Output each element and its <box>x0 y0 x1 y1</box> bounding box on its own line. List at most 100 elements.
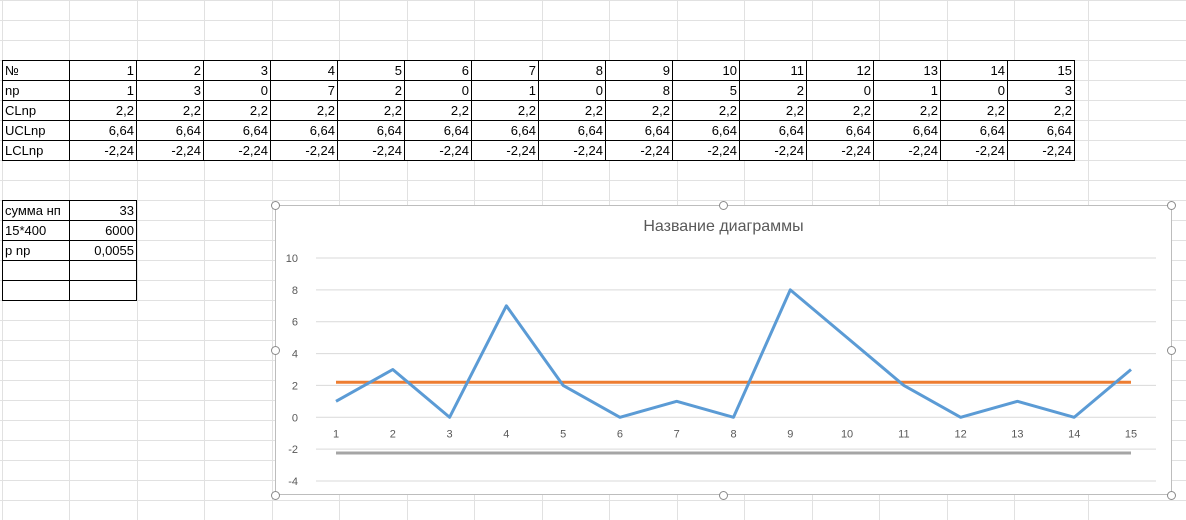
table-cell[interactable]: 0 <box>806 80 874 101</box>
table-cell[interactable]: 2,2 <box>404 100 472 121</box>
table-cell[interactable]: -2,24 <box>739 140 807 161</box>
table-cell[interactable]: 3 <box>1007 80 1075 101</box>
table-cell[interactable]: -2,24 <box>806 140 874 161</box>
chart-object[interactable]: Название диаграммы -4 -2 0 2 4 6 8 10 1 2 3 4 5 6 7 8 9 1… <box>275 205 1172 495</box>
summary-label-cell[interactable]: p np <box>2 240 70 261</box>
summary-value-cell[interactable]: 0,0055 <box>69 240 137 261</box>
row-label-cell[interactable]: np <box>2 80 70 101</box>
table-cell[interactable]: -2,24 <box>1007 140 1075 161</box>
table-cell[interactable]: 2,2 <box>739 100 807 121</box>
table-cell[interactable]: 2,2 <box>337 100 405 121</box>
table-cell[interactable]: 6,64 <box>404 120 472 141</box>
table-cell[interactable]: 0 <box>404 80 472 101</box>
table-cell[interactable]: 2,2 <box>136 100 204 121</box>
table-cell[interactable]: -2,24 <box>404 140 472 161</box>
table-cell[interactable]: 0 <box>203 80 271 101</box>
chart-title[interactable]: Название диаграммы <box>643 218 804 235</box>
resize-handle-top-right[interactable] <box>1167 201 1176 210</box>
table-cell[interactable]: -2,24 <box>538 140 606 161</box>
table-cell[interactable]: -2,24 <box>672 140 740 161</box>
table-cell[interactable]: 4 <box>270 60 338 81</box>
table-cell[interactable]: 2,2 <box>69 100 137 121</box>
table-cell[interactable]: 8 <box>538 60 606 81</box>
table-cell[interactable]: -2,24 <box>940 140 1008 161</box>
table-cell[interactable]: 9 <box>605 60 673 81</box>
table-cell[interactable]: 0 <box>538 80 606 101</box>
table-cell[interactable]: 2 <box>739 80 807 101</box>
row-label-cell[interactable]: LCLnp <box>2 140 70 161</box>
table-cell[interactable]: -2,24 <box>270 140 338 161</box>
table-cell[interactable]: 3 <box>136 80 204 101</box>
table-cell[interactable]: 2,2 <box>940 100 1008 121</box>
table-cell[interactable]: 2,2 <box>270 100 338 121</box>
table-cell[interactable]: 6,64 <box>337 120 405 141</box>
row-label-cell[interactable]: UCLnp <box>2 120 70 141</box>
table-cell[interactable]: 7 <box>471 60 539 81</box>
resize-handle-top-center[interactable] <box>719 201 728 210</box>
table-cell[interactable]: 6,64 <box>538 120 606 141</box>
table-cell[interactable]: 5 <box>672 80 740 101</box>
table-cell[interactable]: -2,24 <box>69 140 137 161</box>
table-cell[interactable]: 2,2 <box>1007 100 1075 121</box>
table-cell[interactable]: 2,2 <box>672 100 740 121</box>
table-cell[interactable]: 2,2 <box>605 100 673 121</box>
table-cell[interactable]: 2 <box>337 80 405 101</box>
table-cell[interactable]: 6,64 <box>605 120 673 141</box>
table-cell[interactable]: 1 <box>471 80 539 101</box>
table-cell[interactable]: 14 <box>940 60 1008 81</box>
table-cell[interactable]: -2,24 <box>605 140 673 161</box>
table-cell[interactable]: 13 <box>873 60 941 81</box>
table-cell[interactable]: 6,64 <box>203 120 271 141</box>
table-cell[interactable]: 2 <box>136 60 204 81</box>
table-cell[interactable]: 2,2 <box>471 100 539 121</box>
table-cell[interactable]: 6,64 <box>1007 120 1075 141</box>
table-cell[interactable]: -2,24 <box>136 140 204 161</box>
summary-label-cell[interactable]: сумма нп <box>2 200 70 221</box>
table-cell[interactable]: 7 <box>270 80 338 101</box>
resize-handle-top-left[interactable] <box>271 201 280 210</box>
table-cell[interactable]: 12 <box>806 60 874 81</box>
table-cell[interactable]: 2,2 <box>203 100 271 121</box>
table-cell[interactable]: -2,24 <box>471 140 539 161</box>
table-cell[interactable]: 2,2 <box>538 100 606 121</box>
table-cell[interactable]: 8 <box>605 80 673 101</box>
table-cell[interactable]: 1 <box>69 80 137 101</box>
table-cell[interactable]: 6,64 <box>739 120 807 141</box>
table-cell[interactable]: 6,64 <box>270 120 338 141</box>
table-cell[interactable]: 6,64 <box>471 120 539 141</box>
row-label-cell[interactable]: № <box>2 60 70 81</box>
resize-handle-middle-left[interactable] <box>271 346 280 355</box>
table-cell[interactable]: 6,64 <box>672 120 740 141</box>
table-cell[interactable]: -2,24 <box>203 140 271 161</box>
resize-handle-bottom-left[interactable] <box>271 491 280 500</box>
table-cell[interactable]: 6 <box>404 60 472 81</box>
summary-label-cell[interactable]: 15*400 <box>2 220 70 241</box>
table-cell[interactable]: 2,2 <box>873 100 941 121</box>
table-cell[interactable]: -2,24 <box>337 140 405 161</box>
table-cell[interactable]: 0 <box>940 80 1008 101</box>
summary-value-cell[interactable] <box>69 280 137 301</box>
table-cell[interactable]: 6,64 <box>69 120 137 141</box>
table-cell[interactable]: 2,2 <box>806 100 874 121</box>
row-label-cell[interactable]: CLnp <box>2 100 70 121</box>
table-cell[interactable]: 6,64 <box>136 120 204 141</box>
table-cell[interactable]: 15 <box>1007 60 1075 81</box>
summary-value-cell[interactable]: 6000 <box>69 220 137 241</box>
resize-handle-bottom-right[interactable] <box>1167 491 1176 500</box>
table-cell[interactable]: 11 <box>739 60 807 81</box>
table-cell[interactable]: 3 <box>203 60 271 81</box>
resize-handle-middle-right[interactable] <box>1167 346 1176 355</box>
table-cell[interactable]: 6,64 <box>940 120 1008 141</box>
summary-value-cell[interactable] <box>69 260 137 281</box>
table-cell[interactable]: 6,64 <box>873 120 941 141</box>
table-cell[interactable]: 6,64 <box>806 120 874 141</box>
summary-value-cell[interactable]: 33 <box>69 200 137 221</box>
table-cell[interactable]: 10 <box>672 60 740 81</box>
summary-label-cell[interactable] <box>2 260 70 281</box>
series-line-1[interactable] <box>335 288 1132 419</box>
summary-label-cell[interactable] <box>2 280 70 301</box>
table-cell[interactable]: 5 <box>337 60 405 81</box>
resize-handle-bottom-center[interactable] <box>719 491 728 500</box>
table-cell[interactable]: 1 <box>873 80 941 101</box>
